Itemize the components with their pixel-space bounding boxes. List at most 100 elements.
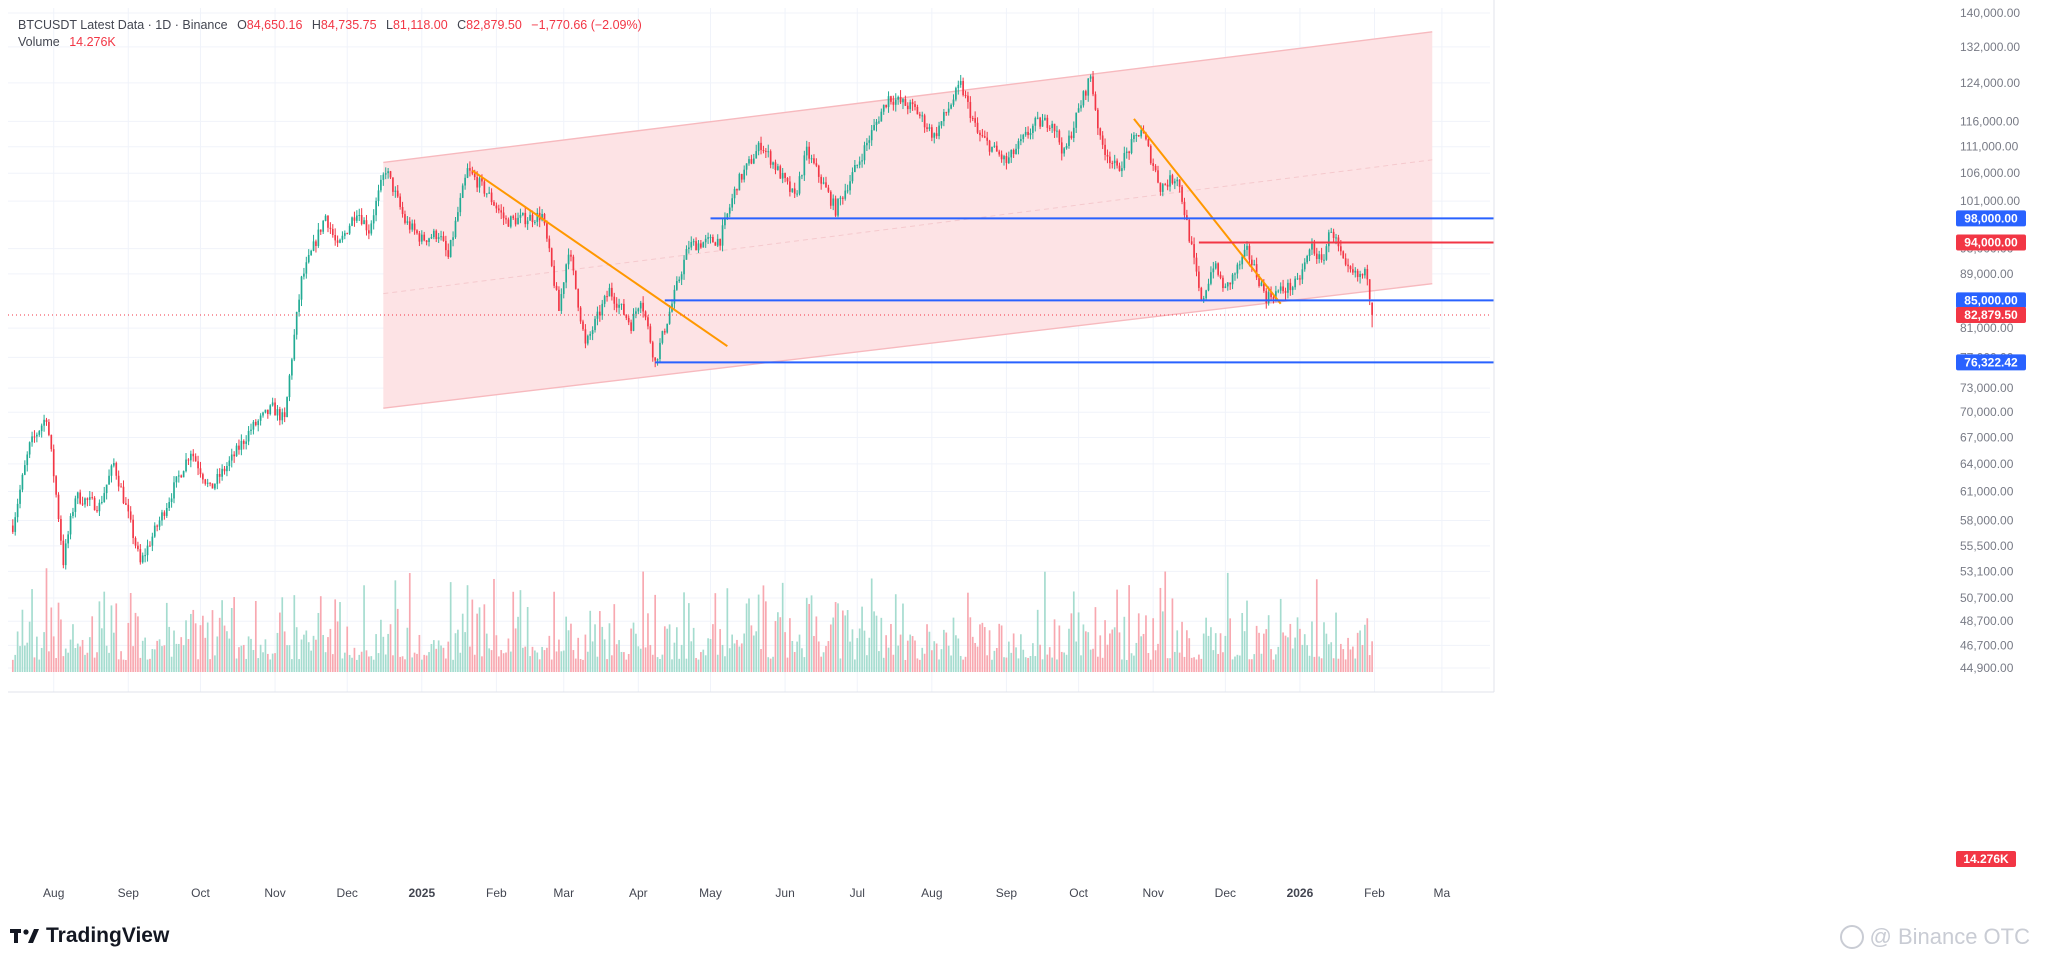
close-value: 82,879.50: [466, 18, 522, 32]
volume-bar: [1335, 612, 1337, 672]
candle-body: [372, 215, 375, 224]
candle-body: [894, 99, 897, 105]
candle-body: [967, 95, 969, 102]
candle-body: [432, 230, 435, 238]
candle-body: [1287, 282, 1289, 293]
volume-bar: [1012, 633, 1015, 672]
candle-body: [360, 214, 363, 225]
volume-bar: [524, 646, 527, 672]
open-value: 84,650.16: [246, 18, 303, 32]
candle-body: [856, 164, 859, 166]
volume-bar: [1272, 659, 1275, 672]
volume-bar: [454, 633, 457, 672]
volume-bar: [1236, 654, 1239, 672]
candle-body: [1075, 112, 1078, 128]
candle-body: [892, 101, 895, 105]
volume-bar: [72, 624, 74, 672]
y-tick-label: 58,000.00: [1960, 514, 2014, 528]
volume-bar: [647, 613, 649, 672]
volume-bar: [161, 646, 163, 672]
volume-bar: [738, 646, 741, 672]
volume-bar: [185, 620, 187, 672]
volume-bar: [651, 654, 654, 672]
volume-bar: [1226, 572, 1229, 672]
candle-body: [1005, 156, 1008, 164]
volume-bar: [1260, 653, 1263, 672]
candle-body: [437, 237, 440, 239]
close-key: C: [457, 18, 467, 32]
candle-body: [223, 468, 226, 472]
volume-bar: [1356, 632, 1359, 672]
candle-body: [1111, 162, 1114, 164]
volume-bar: [1352, 646, 1354, 672]
volume-bar: [1142, 633, 1145, 672]
volume-bar: [1325, 633, 1328, 672]
volume-bar: [964, 656, 967, 672]
candle-body: [543, 214, 546, 224]
candle-body: [139, 549, 142, 563]
volume-bar: [512, 591, 515, 672]
volume-bar: [801, 648, 803, 672]
candle-body: [1344, 258, 1347, 265]
candle-body: [1116, 160, 1118, 166]
volume-bar: [796, 641, 798, 672]
candle-body: [918, 114, 921, 116]
volume-bar: [452, 659, 454, 672]
candle-body: [767, 151, 770, 153]
volume-bar: [870, 578, 873, 672]
candle-body: [36, 434, 38, 437]
price-axis-bg: [1494, 0, 2048, 692]
candle-body: [935, 133, 938, 137]
volume-bar: [1104, 620, 1106, 672]
candle-body: [639, 302, 642, 309]
candle-body: [1364, 268, 1366, 276]
candle-body: [764, 150, 767, 152]
volume-bar: [1238, 655, 1241, 672]
candle-body: [141, 555, 144, 563]
candle-body: [411, 223, 414, 230]
candle-body: [509, 216, 512, 227]
candle-body: [627, 317, 630, 323]
candle-body: [1123, 153, 1126, 169]
candle-body: [348, 225, 351, 234]
volume-bar: [223, 625, 226, 672]
volume-bar: [548, 635, 551, 672]
candle-body: [524, 212, 527, 225]
candle-body: [1224, 286, 1227, 289]
channel-fill: [383, 31, 1433, 409]
candle-body: [1017, 141, 1020, 149]
volume-bar: [100, 628, 103, 672]
candle-body: [1015, 148, 1017, 155]
volume-bar: [878, 651, 880, 672]
volume-bar: [1065, 654, 1068, 672]
candle-body: [48, 421, 50, 435]
volume-bar: [598, 611, 601, 672]
candle-body: [1140, 130, 1142, 137]
candle-body: [805, 146, 808, 156]
candle-body: [254, 421, 257, 426]
volume-bar: [1092, 648, 1094, 672]
candle-body: [1157, 170, 1159, 183]
candle-body: [38, 431, 41, 435]
volume-bar: [1241, 612, 1244, 672]
candle-body: [796, 193, 798, 195]
tradingview-logo-icon: [10, 929, 39, 943]
candle-body: [714, 242, 717, 246]
volume-bar: [1176, 630, 1179, 672]
candle-body: [678, 279, 681, 282]
candle-body: [1356, 270, 1359, 278]
volume-bar: [11, 659, 14, 672]
volume-bar: [909, 634, 912, 672]
candle-body: [1190, 241, 1193, 245]
candle-body: [146, 545, 149, 556]
candle-body: [606, 296, 608, 298]
x-tick-label: 2026: [1287, 886, 1314, 900]
candle-body: [1089, 76, 1092, 79]
volume-bar: [1243, 631, 1246, 672]
tradingview-brand[interactable]: TradingView: [10, 924, 169, 948]
candle-body: [647, 317, 649, 327]
channel-upper-line: [383, 31, 1433, 164]
level-tag-bg: [1956, 354, 2026, 371]
